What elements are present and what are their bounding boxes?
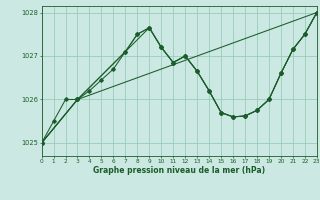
X-axis label: Graphe pression niveau de la mer (hPa): Graphe pression niveau de la mer (hPa) <box>93 166 265 175</box>
